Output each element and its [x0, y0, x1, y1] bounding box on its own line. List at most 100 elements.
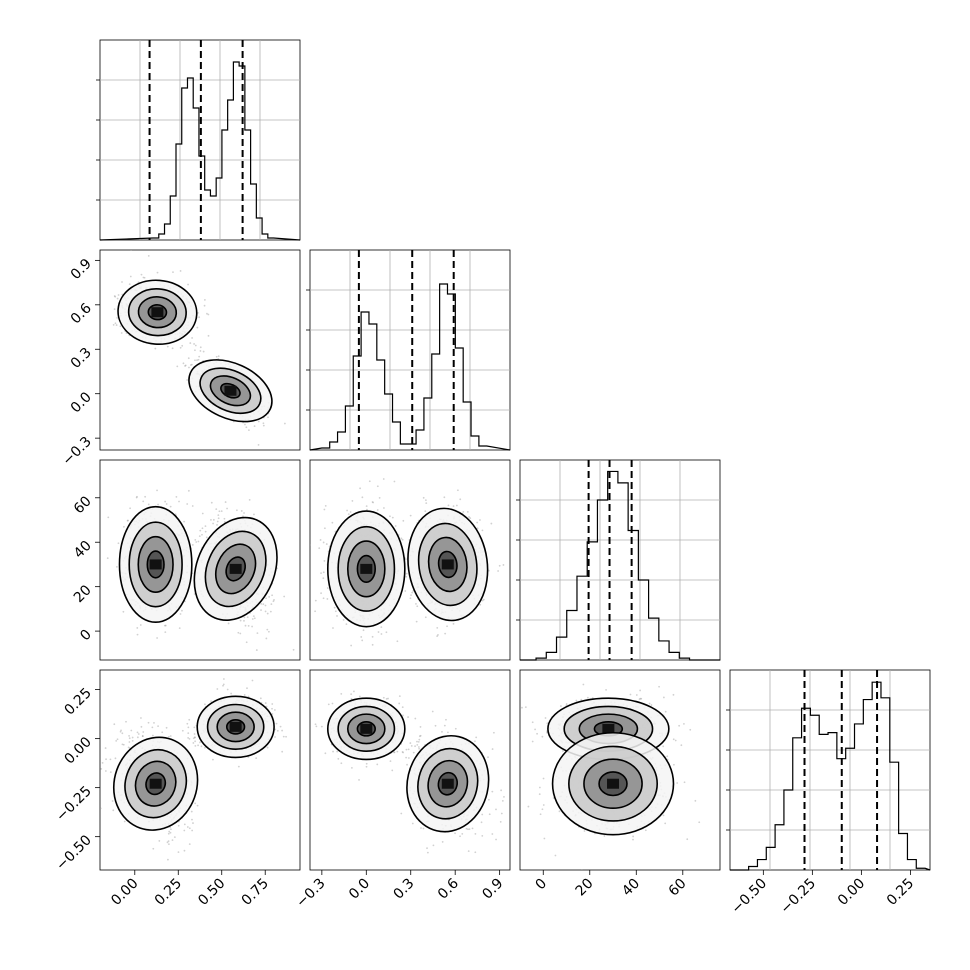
sample-point — [466, 510, 469, 513]
sample-point — [202, 350, 205, 353]
contour-line — [137, 535, 174, 594]
sample-point — [169, 831, 172, 834]
sample-point — [452, 505, 455, 508]
sample-point — [424, 510, 427, 513]
contour-line — [337, 525, 396, 612]
sample-point — [121, 743, 124, 746]
sample-point — [186, 503, 189, 505]
y-tick-label: 0.0 — [68, 389, 95, 416]
sample-point — [415, 602, 417, 605]
sample-point — [127, 746, 130, 749]
sample-point — [197, 358, 200, 361]
sample-point — [498, 564, 501, 567]
sample-point — [215, 355, 218, 358]
sample-point — [314, 610, 317, 613]
sample-point — [204, 530, 207, 533]
sample-point — [424, 499, 427, 502]
sample-point — [210, 501, 213, 504]
sample-point — [201, 533, 203, 536]
sample-point — [260, 609, 262, 611]
sample-point — [187, 736, 190, 739]
sample-point — [190, 363, 193, 366]
sample-point — [251, 625, 253, 628]
sample-point — [270, 603, 273, 606]
sample-point — [179, 270, 182, 272]
sample-point — [490, 522, 493, 525]
sample-point — [283, 422, 286, 425]
sample-point — [111, 800, 114, 802]
sample-point — [175, 495, 178, 498]
sample-point — [198, 355, 201, 358]
sample-point — [333, 606, 336, 609]
sample-point — [164, 624, 167, 627]
sample-point — [243, 619, 245, 622]
sample-point — [203, 304, 206, 307]
sample-point — [267, 630, 270, 633]
sample-point — [201, 512, 204, 515]
sample-point — [171, 347, 174, 350]
sample-point — [106, 557, 109, 560]
sample-point — [331, 521, 334, 524]
y-tick-label: 0.3 — [68, 345, 95, 372]
sample-point — [409, 514, 412, 517]
sample-point — [237, 631, 240, 634]
sample-point — [197, 540, 200, 543]
sample-point — [114, 322, 117, 325]
sample-point — [345, 623, 348, 625]
sample-point — [314, 599, 317, 602]
sample-point — [346, 509, 348, 512]
sample-point — [322, 577, 325, 580]
sample-point — [156, 271, 159, 274]
sample-point — [179, 613, 182, 615]
sample-point — [212, 522, 214, 525]
histogram-step — [520, 470, 721, 661]
sample-point — [170, 828, 172, 831]
sample-point — [273, 599, 275, 601]
sample-point — [131, 736, 134, 739]
sample-point — [141, 735, 144, 738]
sample-point — [239, 619, 242, 622]
sample-point — [140, 717, 142, 719]
sample-point — [201, 527, 204, 530]
sample-point — [187, 357, 190, 360]
sample-point — [359, 487, 362, 490]
contour-line — [137, 296, 178, 329]
sample-point — [267, 416, 269, 419]
sample-point — [265, 597, 267, 600]
sample-point — [122, 743, 125, 746]
sample-point — [383, 507, 385, 509]
sample-point — [166, 841, 169, 844]
sample-point — [137, 733, 140, 735]
sample-point — [117, 542, 120, 545]
sample-point — [253, 617, 256, 620]
contour-line — [407, 507, 489, 622]
contour-line — [146, 550, 165, 579]
sample-point — [177, 851, 180, 854]
sample-point — [215, 508, 218, 511]
sample-point — [323, 527, 326, 530]
sample-point — [245, 641, 248, 644]
sample-point — [342, 618, 345, 621]
sample-point — [362, 629, 365, 632]
sample-point — [319, 539, 322, 541]
sample-point — [226, 507, 228, 510]
sample-point — [194, 744, 197, 747]
sample-point — [248, 429, 250, 431]
sample-point — [257, 443, 260, 446]
density-peak — [149, 559, 162, 570]
sample-point — [324, 504, 327, 507]
density-peak — [224, 385, 237, 396]
sample-point — [163, 624, 166, 627]
sample-point — [181, 729, 184, 732]
sample-point — [411, 591, 414, 594]
y-tick-label: −0.3 — [59, 434, 94, 469]
sample-point — [216, 520, 219, 523]
contour-line — [214, 543, 257, 595]
sample-point — [121, 732, 124, 735]
sample-point — [123, 525, 125, 528]
sample-point — [119, 325, 122, 328]
sample-point — [142, 500, 145, 503]
sample-point — [194, 539, 197, 541]
sample-point — [326, 587, 329, 589]
sample-point — [156, 489, 158, 492]
